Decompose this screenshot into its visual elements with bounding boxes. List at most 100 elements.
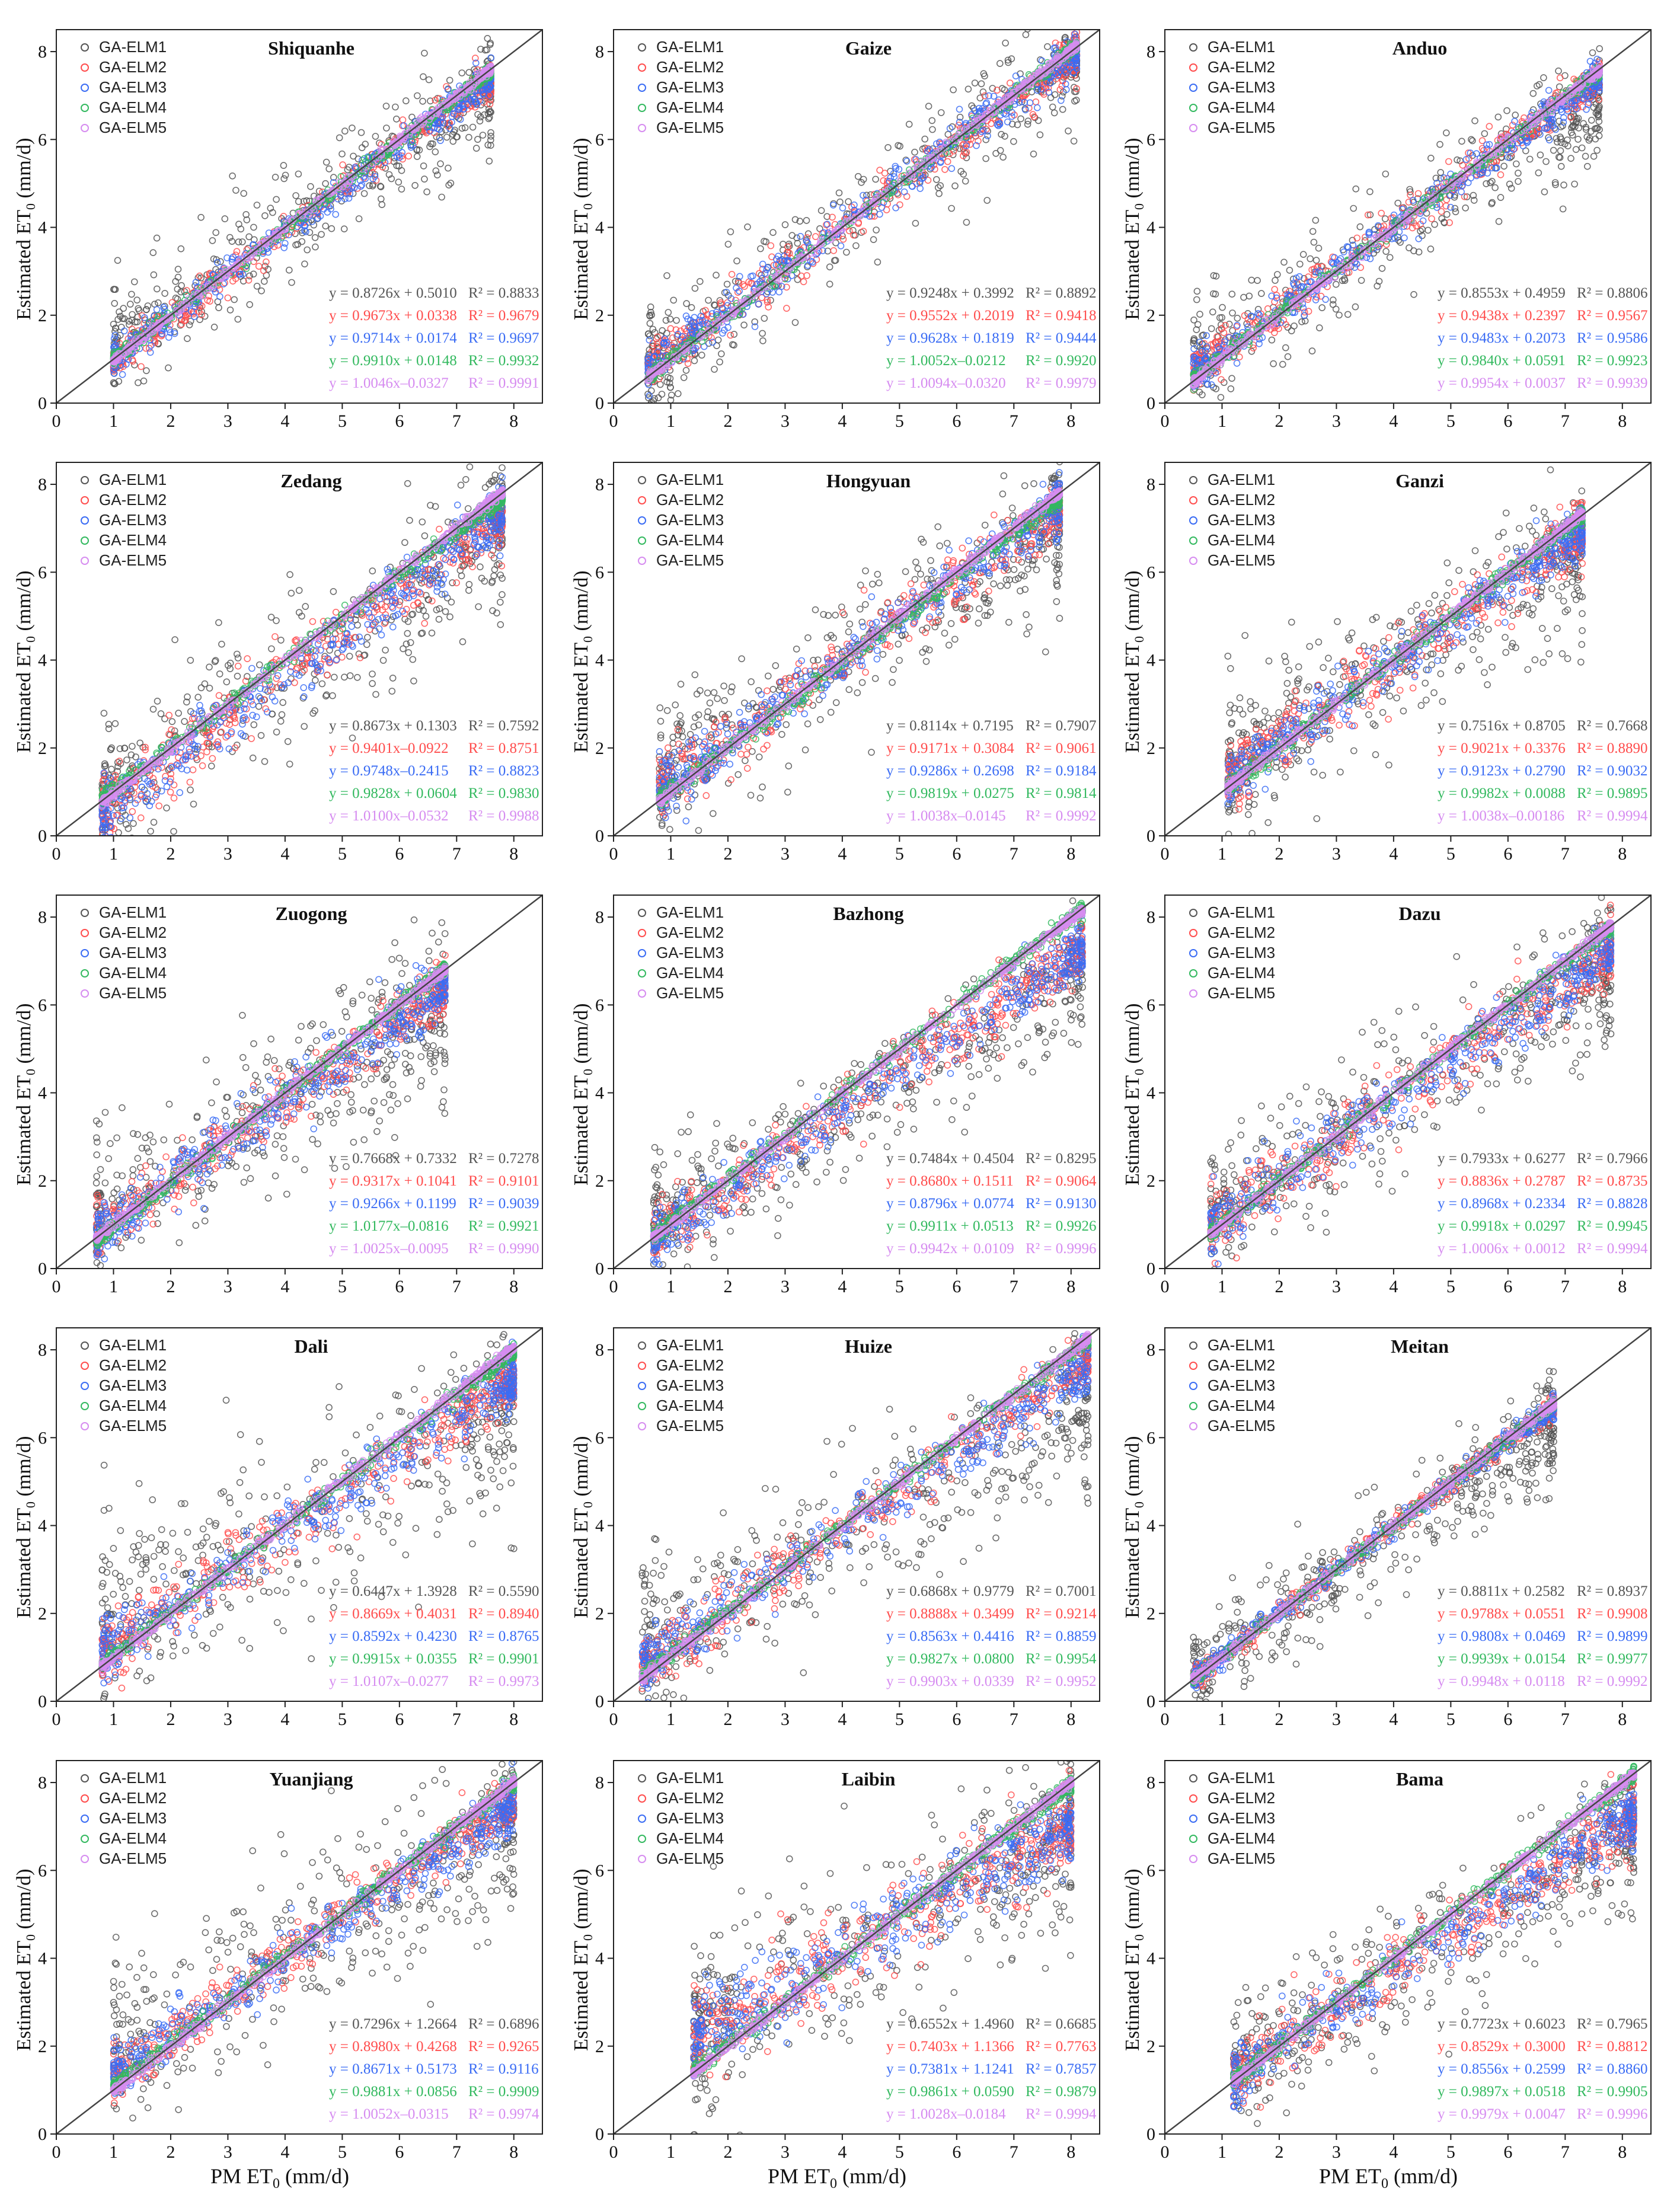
- data-point: [959, 142, 966, 149]
- equation-text: y = 1.0094x–0.0320: [886, 375, 1006, 391]
- data-point: [1582, 152, 1589, 160]
- equation-text: y = 0.9673x + 0.0338: [329, 308, 457, 324]
- data-point: [1248, 347, 1256, 355]
- data-point: [728, 270, 736, 278]
- data-point: [377, 183, 385, 191]
- data-point: [1248, 276, 1255, 284]
- data-point: [204, 296, 212, 304]
- data-point: [723, 289, 730, 296]
- data-point: [110, 321, 117, 328]
- data-point: [307, 183, 314, 190]
- data-point: [684, 360, 692, 368]
- data-point: [1427, 154, 1435, 162]
- data-point: [451, 126, 459, 134]
- data-point: [1583, 162, 1591, 170]
- data-point: [1058, 92, 1066, 100]
- data-point: [114, 257, 122, 264]
- data-point: [322, 180, 329, 187]
- data-point: [1307, 255, 1314, 263]
- data-point: [956, 113, 964, 121]
- data-point: [1074, 23, 1079, 28]
- data-point: [1065, 127, 1072, 135]
- data-point: [658, 391, 666, 398]
- data-point: [1037, 85, 1045, 92]
- data-point: [749, 293, 756, 300]
- data-point: [465, 69, 473, 76]
- data-point: [382, 103, 390, 110]
- data-point: [1030, 150, 1037, 158]
- data-point: [1569, 132, 1576, 139]
- data-point: [783, 305, 790, 312]
- data-point: [1029, 77, 1036, 84]
- data-point: [232, 275, 239, 282]
- data-point: [873, 226, 880, 234]
- data-point: [979, 88, 987, 95]
- data-point: [317, 194, 325, 202]
- legend-label: GA-ELM5: [99, 119, 167, 136]
- data-point: [803, 272, 810, 279]
- data-point: [1575, 124, 1582, 132]
- data-point: [260, 277, 268, 285]
- data-point: [131, 343, 139, 351]
- data-point: [796, 218, 804, 225]
- data-point: [1061, 67, 1069, 75]
- data-point: [1428, 215, 1435, 222]
- data-point: [430, 124, 438, 132]
- data-point: [243, 216, 251, 223]
- data-point: [1304, 278, 1311, 286]
- data-point: [1060, 21, 1066, 27]
- data-point: [340, 225, 348, 233]
- data-point: [960, 152, 967, 159]
- data-point: [685, 323, 692, 331]
- data-point: [968, 111, 975, 119]
- data-point: [978, 80, 985, 88]
- data-point: [1073, 56, 1081, 63]
- data-point: [258, 287, 265, 295]
- data-point: [159, 317, 167, 325]
- data-point: [872, 175, 879, 183]
- data-point: [788, 232, 796, 239]
- data-point: [918, 175, 925, 183]
- data-point: [829, 202, 837, 209]
- data-point: [1556, 83, 1563, 91]
- data-point: [1062, 72, 1069, 80]
- data-point: [197, 274, 205, 282]
- data-point: [295, 198, 302, 205]
- y-tick-label: 4: [38, 218, 47, 238]
- data-point: [1436, 140, 1443, 148]
- data-point: [979, 126, 987, 134]
- data-point: [209, 237, 216, 244]
- data-point: [791, 319, 799, 326]
- data-point: [292, 192, 299, 199]
- x-tick-label: 5: [338, 411, 347, 431]
- data-point: [761, 238, 768, 245]
- data-point: [998, 101, 1005, 108]
- data-point: [753, 289, 761, 297]
- data-point: [1478, 137, 1486, 145]
- data-point: [479, 132, 487, 139]
- data-point: [966, 140, 974, 148]
- legend-marker: [81, 43, 89, 52]
- r2-text: R² = 0.8892: [1026, 285, 1097, 301]
- data-point: [1225, 320, 1233, 328]
- data-point: [727, 331, 734, 339]
- r2-text: R² = 0.9679: [468, 308, 539, 324]
- data-point: [1378, 264, 1386, 272]
- data-point: [761, 315, 768, 322]
- data-point: [1557, 135, 1565, 143]
- data-point: [935, 190, 943, 197]
- data-point: [402, 97, 410, 104]
- data-point: [1286, 267, 1293, 274]
- data-point: [1193, 296, 1200, 304]
- data-point: [174, 266, 182, 273]
- data-point: [250, 236, 258, 244]
- data-point: [678, 348, 685, 356]
- data-point: [480, 91, 487, 98]
- data-point: [646, 336, 653, 344]
- data-point: [335, 184, 342, 191]
- data-point: [1382, 241, 1390, 248]
- data-point: [301, 227, 308, 234]
- legend-marker: [638, 124, 646, 132]
- data-point: [119, 350, 126, 357]
- data-point: [1395, 237, 1403, 244]
